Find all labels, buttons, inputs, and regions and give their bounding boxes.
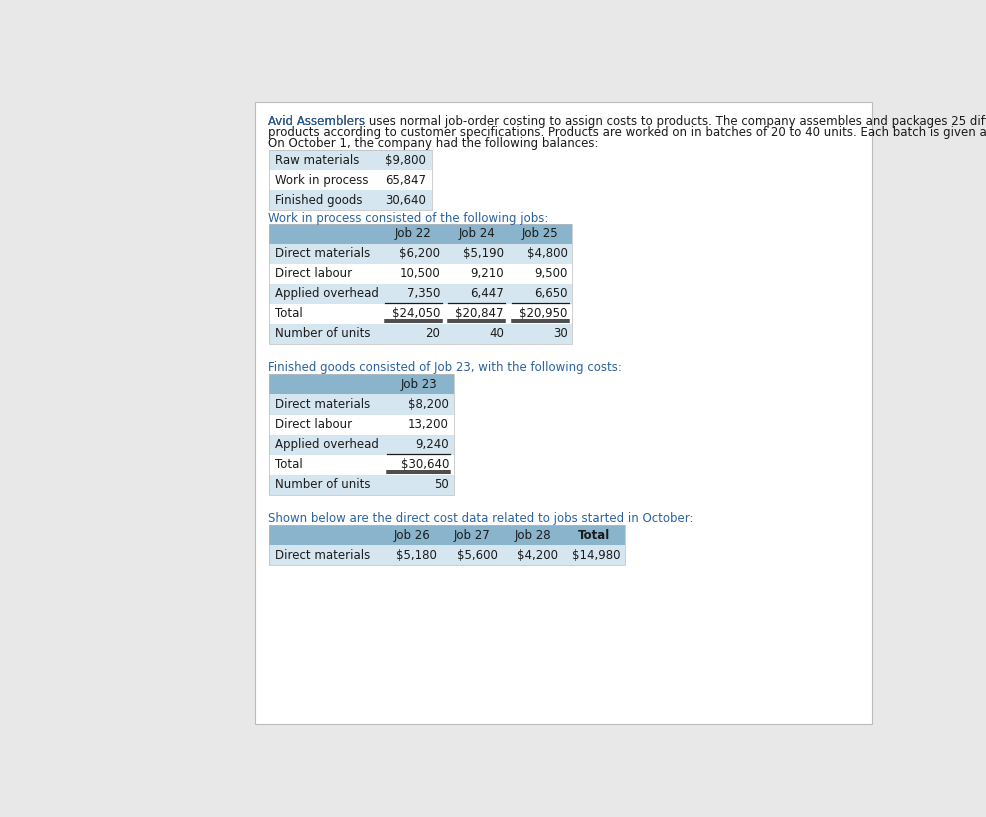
Text: Direct materials: Direct materials xyxy=(275,398,370,411)
FancyBboxPatch shape xyxy=(269,171,432,190)
Text: Direct materials: Direct materials xyxy=(275,247,370,260)
FancyBboxPatch shape xyxy=(269,283,572,304)
FancyBboxPatch shape xyxy=(269,546,624,565)
Text: Total: Total xyxy=(275,307,303,320)
Text: Job 28: Job 28 xyxy=(514,529,550,542)
Text: Total: Total xyxy=(275,458,303,471)
Text: 30: 30 xyxy=(552,327,567,340)
Text: $5,190: $5,190 xyxy=(462,247,504,260)
Text: Applied overhead: Applied overhead xyxy=(275,438,379,451)
Text: Shown below are the direct cost data related to jobs started in October:: Shown below are the direct cost data rel… xyxy=(267,511,692,525)
Text: Job 23: Job 23 xyxy=(400,378,437,391)
Text: 50: 50 xyxy=(434,478,449,491)
Text: $5,600: $5,600 xyxy=(457,549,497,562)
Text: $5,180: $5,180 xyxy=(396,549,437,562)
Text: $4,200: $4,200 xyxy=(517,549,558,562)
FancyBboxPatch shape xyxy=(269,414,453,435)
FancyBboxPatch shape xyxy=(269,243,572,264)
Text: Applied overhead: Applied overhead xyxy=(275,287,379,300)
Text: 65,847: 65,847 xyxy=(385,174,425,187)
Text: Job 22: Job 22 xyxy=(394,227,431,240)
Text: $24,050: $24,050 xyxy=(391,307,440,320)
Text: 6,650: 6,650 xyxy=(533,287,567,300)
FancyBboxPatch shape xyxy=(269,525,624,546)
Text: $8,200: $8,200 xyxy=(407,398,449,411)
FancyBboxPatch shape xyxy=(269,395,453,414)
Text: Direct labour: Direct labour xyxy=(275,267,352,280)
Text: 9,210: 9,210 xyxy=(469,267,504,280)
Text: $20,950: $20,950 xyxy=(519,307,567,320)
FancyBboxPatch shape xyxy=(269,264,572,283)
Text: Finished goods consisted of Job 23, with the following costs:: Finished goods consisted of Job 23, with… xyxy=(267,360,621,373)
FancyBboxPatch shape xyxy=(269,435,453,454)
Text: 10,500: 10,500 xyxy=(399,267,440,280)
Text: Total: Total xyxy=(577,529,609,542)
Text: Job 25: Job 25 xyxy=(522,227,558,240)
FancyBboxPatch shape xyxy=(269,150,432,171)
FancyBboxPatch shape xyxy=(269,224,572,243)
Text: products according to customer specifications. Products are worked on in batches: products according to customer specifica… xyxy=(267,126,986,139)
Text: Raw materials: Raw materials xyxy=(275,154,359,167)
Text: 40: 40 xyxy=(488,327,504,340)
FancyBboxPatch shape xyxy=(254,102,872,724)
Text: $9,800: $9,800 xyxy=(385,154,425,167)
Text: Finished goods: Finished goods xyxy=(275,194,363,207)
Text: 9,240: 9,240 xyxy=(415,438,449,451)
Text: Job 26: Job 26 xyxy=(392,529,430,542)
Text: 6,447: 6,447 xyxy=(469,287,504,300)
Text: Work in process: Work in process xyxy=(275,174,369,187)
Text: 13,200: 13,200 xyxy=(407,418,449,431)
Text: $4,800: $4,800 xyxy=(527,247,567,260)
Text: Work in process consisted of the following jobs:: Work in process consisted of the followi… xyxy=(267,212,547,225)
FancyBboxPatch shape xyxy=(269,190,432,211)
Text: On October 1, the company had the following balances:: On October 1, the company had the follow… xyxy=(267,136,598,150)
Text: Number of units: Number of units xyxy=(275,327,371,340)
Text: $6,200: $6,200 xyxy=(399,247,440,260)
Text: 7,350: 7,350 xyxy=(406,287,440,300)
Text: $20,847: $20,847 xyxy=(455,307,504,320)
Text: Direct materials: Direct materials xyxy=(275,549,370,562)
Text: 20: 20 xyxy=(425,327,440,340)
Text: 9,500: 9,500 xyxy=(533,267,567,280)
FancyBboxPatch shape xyxy=(269,454,453,475)
Text: Job 27: Job 27 xyxy=(454,529,490,542)
Text: Direct labour: Direct labour xyxy=(275,418,352,431)
FancyBboxPatch shape xyxy=(269,374,453,395)
Text: Number of units: Number of units xyxy=(275,478,371,491)
FancyBboxPatch shape xyxy=(269,324,572,344)
Text: 30,640: 30,640 xyxy=(385,194,425,207)
FancyBboxPatch shape xyxy=(269,304,572,324)
Text: Job 24: Job 24 xyxy=(458,227,495,240)
Text: Avid Assemblers uses normal job-order costing to assign costs to products. The c: Avid Assemblers uses normal job-order co… xyxy=(267,115,986,128)
FancyBboxPatch shape xyxy=(269,475,453,494)
Text: $14,980: $14,980 xyxy=(571,549,619,562)
Text: $30,640: $30,640 xyxy=(400,458,449,471)
Text: Avid Assemblers: Avid Assemblers xyxy=(267,115,364,128)
